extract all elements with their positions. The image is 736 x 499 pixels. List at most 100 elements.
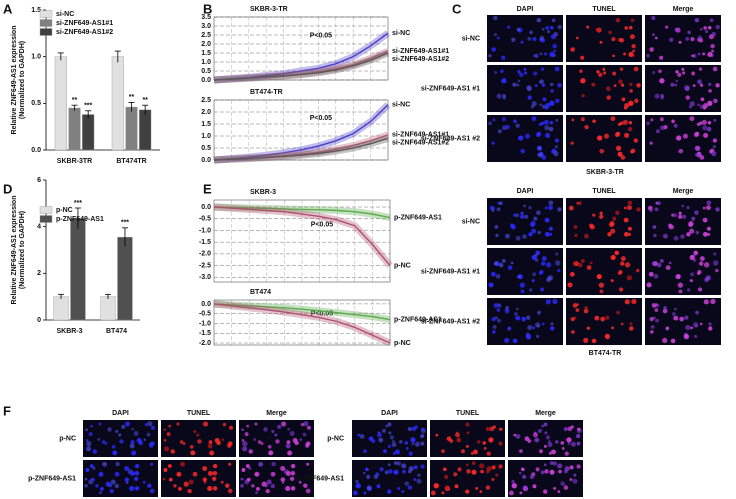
cell (557, 268, 561, 273)
cell (501, 55, 506, 60)
cell (376, 484, 381, 489)
cell (610, 279, 614, 283)
cell (86, 446, 92, 452)
cell (646, 54, 650, 58)
cell (572, 478, 578, 484)
y-axis-label: Relative ZNF649-AS1 expression (11, 196, 18, 305)
cell (675, 79, 679, 83)
y-tick-label: 1.0 (31, 54, 41, 61)
plot-frame (213, 99, 389, 161)
cell (545, 26, 549, 30)
micrograph (83, 460, 158, 497)
cell (547, 205, 553, 211)
cell (626, 205, 632, 211)
cell (670, 82, 675, 87)
cell (149, 443, 154, 448)
y-axis-label: (Normalized to GAPDH) (19, 211, 26, 289)
cell (632, 49, 636, 53)
y-tick-label: 0.5 (201, 68, 211, 75)
bar (139, 109, 152, 151)
chart-title: BT474-TR (250, 89, 283, 96)
micrograph (487, 115, 563, 162)
cell (399, 440, 403, 444)
micrograph (430, 420, 505, 457)
plot-frame (213, 299, 391, 346)
x-tick-label: BT474 (106, 328, 127, 335)
row-label: si-ZNF649-AS1 #2 (421, 135, 480, 142)
cell (545, 299, 551, 305)
panel-letter: C (452, 1, 462, 16)
cell (512, 338, 518, 344)
cell (699, 155, 705, 160)
cell (84, 483, 88, 488)
cell (560, 481, 565, 486)
cell (179, 440, 184, 444)
cell (544, 217, 550, 223)
cell (701, 119, 707, 125)
cell (248, 449, 254, 454)
cell (695, 310, 699, 315)
cell (646, 121, 650, 126)
cell (147, 483, 152, 488)
micrograph (487, 65, 563, 112)
cell (488, 282, 494, 288)
series-label: si-NC (392, 30, 410, 37)
cell (541, 424, 544, 428)
cell (143, 438, 147, 441)
cell (491, 477, 495, 481)
cell (528, 206, 532, 210)
cell (124, 465, 130, 472)
cell (176, 422, 180, 426)
cell (491, 141, 495, 145)
cell (545, 106, 549, 110)
cell (495, 273, 501, 279)
cell (622, 119, 628, 125)
cell (703, 299, 709, 305)
cell (583, 233, 589, 239)
annotation: P<0.05 (311, 310, 333, 317)
plot-frame (213, 16, 389, 81)
cell (228, 425, 234, 430)
cell (209, 450, 215, 456)
cell (507, 25, 511, 29)
cell (515, 123, 520, 128)
cell (522, 474, 527, 480)
cell (711, 151, 717, 157)
panel-letter: B (203, 1, 212, 16)
cell (570, 425, 574, 429)
cell (544, 469, 549, 474)
cell (577, 262, 583, 268)
cell (498, 201, 503, 206)
cell (251, 484, 255, 488)
micrograph (645, 115, 721, 162)
cell (124, 421, 131, 427)
cell (564, 451, 569, 456)
cell (555, 118, 559, 122)
cell (520, 467, 525, 471)
cell (516, 275, 520, 279)
cell (553, 151, 559, 157)
cell (433, 483, 439, 489)
cell (389, 435, 395, 440)
line (213, 206, 391, 267)
y-tick-label: -3.0 (199, 274, 211, 281)
micrograph-bg (487, 248, 563, 295)
cell (618, 79, 623, 85)
cell (591, 338, 597, 344)
cell (196, 433, 200, 437)
micrograph-bg (161, 460, 236, 497)
cell (649, 317, 654, 322)
cell (543, 422, 548, 427)
cell (713, 252, 717, 256)
cell (572, 303, 578, 308)
cell (85, 439, 89, 442)
cell (580, 258, 585, 263)
cell (441, 491, 445, 495)
micrograph (566, 15, 642, 62)
cell (501, 258, 506, 263)
cell (707, 25, 712, 30)
y-tick-label: 0.0 (31, 147, 41, 154)
legend-swatch (39, 28, 53, 36)
cell (254, 422, 258, 426)
line (213, 303, 391, 321)
